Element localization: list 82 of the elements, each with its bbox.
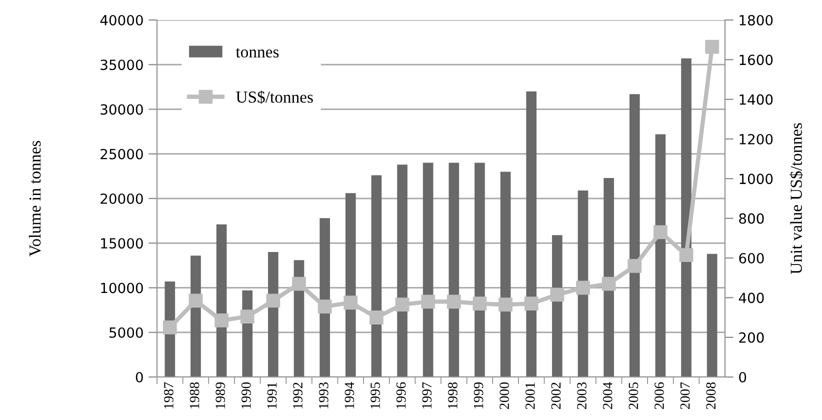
x-tick-label: 2002 <box>551 382 561 410</box>
y2-tick-label: 400 <box>738 292 764 304</box>
x-tick-label: 2004 <box>602 382 612 410</box>
point <box>162 320 177 334</box>
x-tick-label: 1998 <box>448 382 458 408</box>
bar <box>500 172 511 377</box>
bar <box>578 190 588 377</box>
x-tick-label: 1991 <box>267 382 277 408</box>
x-tick-label: 1992 <box>293 382 302 408</box>
bar <box>604 178 614 377</box>
x-tick-label: 1994 <box>344 382 354 408</box>
x-tick-label: 2001 <box>525 382 535 410</box>
point <box>705 40 720 54</box>
y2-tick-label: 1400 <box>740 94 773 105</box>
point <box>421 294 436 309</box>
y2-tick-label: 1600 <box>740 54 773 66</box>
point <box>344 296 358 310</box>
y2-axis-title: Unit value US$/tonnes <box>790 123 804 274</box>
y-tick-label: 10000 <box>101 282 143 294</box>
point <box>395 298 410 312</box>
point <box>446 294 461 309</box>
bar <box>345 193 356 377</box>
x-tick-label: 2008 <box>706 382 716 410</box>
bar <box>422 162 434 377</box>
x-tick-label: 1999 <box>474 382 484 408</box>
point <box>628 258 642 273</box>
y2-tick-label: 800 <box>739 213 764 224</box>
point <box>188 294 203 308</box>
point <box>550 288 564 302</box>
x-tick-label: 2000 <box>500 382 510 410</box>
x-tick-label: 1988 <box>190 382 200 408</box>
point <box>602 276 616 291</box>
point <box>240 310 254 324</box>
legend-label: tonnes <box>236 48 279 58</box>
point <box>214 314 228 328</box>
point <box>654 225 668 240</box>
legend-label: US$/tonnes <box>236 90 313 104</box>
x-tick-label: 1995 <box>370 382 380 408</box>
y2-tick-label: 200 <box>739 332 764 343</box>
x-tick-label: 1987 <box>164 382 174 408</box>
y-axis-title: Volume in tonnes <box>28 140 41 256</box>
bar <box>552 235 562 377</box>
bar <box>397 164 408 377</box>
point <box>524 296 538 311</box>
x-tick-label: 2007 <box>680 382 690 410</box>
bar <box>706 254 718 377</box>
y-tick-label: 20000 <box>100 193 143 204</box>
y-tick-label: 0 <box>136 372 143 382</box>
point <box>292 276 306 291</box>
x-tick-label: 1989 <box>216 382 226 408</box>
point <box>266 294 280 308</box>
point <box>318 300 332 314</box>
bar <box>629 94 640 377</box>
bar <box>371 175 382 377</box>
bar <box>655 134 666 377</box>
point <box>498 298 512 312</box>
y2-tick-label: 0 <box>739 372 746 382</box>
bar <box>681 58 692 377</box>
x-tick-label: 1993 <box>318 382 328 408</box>
x-tick-label: 1996 <box>396 382 406 408</box>
x-tick-label: 2005 <box>628 382 638 410</box>
y2-tick-label: 600 <box>739 252 764 264</box>
point <box>576 280 590 295</box>
x-tick-label: 1997 <box>422 382 432 408</box>
y-tick-label: 15000 <box>101 238 143 249</box>
x-tick-label: 2006 <box>654 382 664 410</box>
y-tick-label: 5000 <box>110 327 143 338</box>
y-tick-label: 25000 <box>100 148 143 160</box>
bar <box>474 162 485 377</box>
y-tick-label: 35000 <box>100 60 143 70</box>
x-tick-label: 2003 <box>577 382 586 410</box>
bar <box>448 162 460 377</box>
y2-tick-label: 1800 <box>740 14 773 26</box>
y2-tick-label: 1000 <box>740 174 773 184</box>
bar <box>526 91 537 377</box>
point <box>679 248 694 262</box>
point <box>472 296 487 311</box>
y-tick-label: 40000 <box>100 14 143 26</box>
x-tick-label: 1990 <box>241 382 251 408</box>
y-tick-label: 30000 <box>100 104 143 115</box>
point <box>370 310 384 324</box>
y2-tick-label: 1200 <box>740 134 773 144</box>
